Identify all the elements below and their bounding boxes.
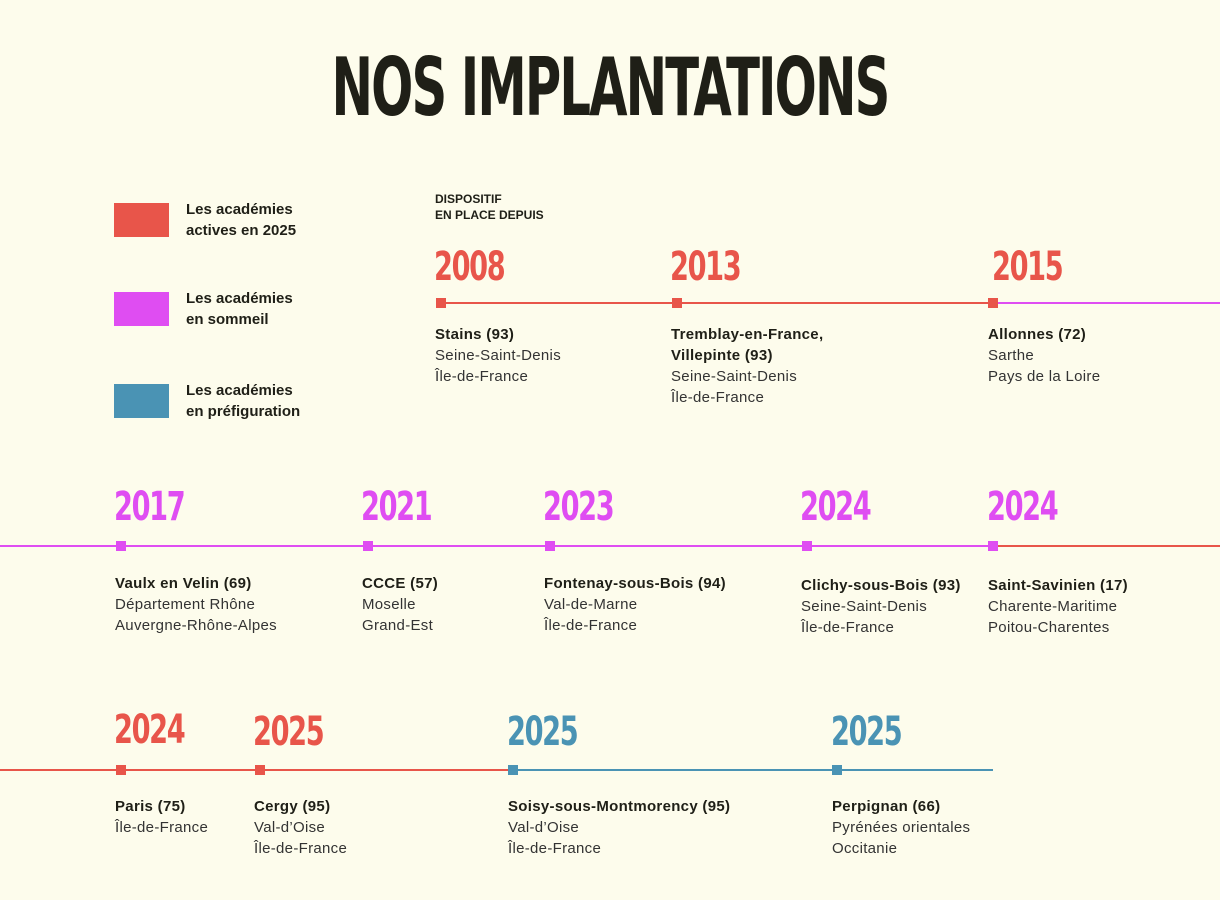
timeline-place: Perpignan (66) Pyrénées orientales Occit… bbox=[832, 796, 1032, 859]
place-name: Fontenay-sous-Bois (94) bbox=[544, 575, 726, 592]
place-name: Cergy (95) bbox=[254, 798, 331, 815]
legend-label-line: en préfiguration bbox=[186, 403, 301, 420]
legend-swatch-sommeil bbox=[114, 292, 169, 326]
timeline-line-row1-sommeil bbox=[993, 302, 1220, 304]
legend-label-line: Les académies bbox=[186, 290, 293, 307]
legend-label-line: Les académies bbox=[186, 201, 293, 218]
place-name: Allonnes (72) bbox=[988, 326, 1087, 343]
timeline-place: Allonnes (72) Sarthe Pays de la Loire bbox=[988, 324, 1208, 387]
place-detail: Seine-Saint-Denis bbox=[435, 347, 561, 364]
place-detail: Île-de-France bbox=[115, 819, 209, 836]
timeline-place: Saint-Savinien (17) Charente-Maritime Po… bbox=[988, 575, 1208, 638]
place-detail: Poitou-Charentes bbox=[988, 619, 1110, 636]
place-detail: Charente-Maritime bbox=[988, 598, 1118, 615]
legend-label-active: Les académies actives en 2025 bbox=[186, 199, 366, 241]
place-detail: Seine-Saint-Denis bbox=[671, 368, 797, 385]
timeline-place: CCCE (57) Moselle Grand-Est bbox=[362, 573, 522, 636]
timeline-line-row1-active bbox=[440, 302, 993, 304]
place-name: Perpignan (66) bbox=[832, 798, 941, 815]
timeline-year: 2021 bbox=[361, 484, 433, 530]
dispositif-line: EN PLACE DEPUIS bbox=[435, 208, 544, 222]
timeline-marker bbox=[988, 298, 998, 308]
place-detail: Île-de-France bbox=[254, 840, 348, 857]
place-detail: Île-de-France bbox=[508, 840, 602, 857]
timeline-marker bbox=[508, 765, 518, 775]
timeline-marker bbox=[672, 298, 682, 308]
timeline-year: 2015 bbox=[992, 244, 1064, 290]
timeline-year: 2024 bbox=[800, 484, 872, 530]
timeline-line-row2-active bbox=[993, 545, 1220, 547]
timeline-year: 2025 bbox=[831, 709, 903, 755]
place-detail: Île-de-France bbox=[435, 368, 529, 385]
timeline-year: 2024 bbox=[114, 707, 186, 753]
timeline-marker bbox=[255, 765, 265, 775]
timeline-marker bbox=[988, 541, 998, 551]
timeline-marker bbox=[363, 541, 373, 551]
timeline-marker bbox=[545, 541, 555, 551]
place-name: Stains (93) bbox=[435, 326, 515, 343]
timeline-place: Clichy-sous-Bois (93) Seine-Saint-Denis … bbox=[801, 575, 971, 638]
legend-label-line: Les académies bbox=[186, 382, 293, 399]
place-detail: Moselle bbox=[362, 596, 416, 613]
place-detail: Auvergne-Rhône-Alpes bbox=[115, 617, 277, 634]
place-name: Tremblay-en-France, Villepinte (93) bbox=[671, 326, 824, 364]
timeline-place: Fontenay-sous-Bois (94) Val-de-Marne Île… bbox=[544, 573, 784, 636]
timeline-marker bbox=[802, 541, 812, 551]
dispositif-line: DISPOSITIF bbox=[435, 192, 502, 206]
timeline-place: Paris (75) Île-de-France bbox=[115, 796, 245, 838]
legend-label-sommeil: Les académies en sommeil bbox=[186, 288, 366, 330]
timeline-year: 2008 bbox=[434, 244, 506, 290]
page-title: NOS IMPLANTATIONS bbox=[331, 41, 891, 134]
timeline-year: 2017 bbox=[114, 484, 186, 530]
place-detail: Pays de la Loire bbox=[988, 368, 1101, 385]
timeline-place: Cergy (95) Val-d’Oise Île-de-France bbox=[254, 796, 454, 859]
legend-swatch-active bbox=[114, 203, 169, 237]
place-detail: Val-de-Marne bbox=[544, 596, 638, 613]
place-name: Clichy-sous-Bois (93) bbox=[801, 577, 961, 594]
place-detail: Pyrénées orientales bbox=[832, 819, 971, 836]
dispositif-label: DISPOSITIF EN PLACE DEPUIS bbox=[435, 191, 544, 223]
timeline-line-row3-prefiguration bbox=[513, 769, 993, 771]
timeline-marker bbox=[436, 298, 446, 308]
place-detail: Île-de-France bbox=[671, 389, 765, 406]
timeline-place: Soisy-sous-Montmorency (95) Val-d’Oise Î… bbox=[508, 796, 788, 859]
legend-swatch-prefiguration bbox=[114, 384, 169, 418]
place-detail: Île-de-France bbox=[544, 617, 638, 634]
place-detail: Grand-Est bbox=[362, 617, 434, 634]
timeline-year: 2024 bbox=[987, 484, 1059, 530]
timeline-marker bbox=[116, 541, 126, 551]
timeline-year: 2025 bbox=[253, 709, 325, 755]
place-detail: Île-de-France bbox=[801, 619, 895, 636]
legend-label-prefiguration: Les académies en préfiguration bbox=[186, 380, 366, 422]
timeline-year: 2013 bbox=[670, 244, 742, 290]
timeline-marker bbox=[116, 765, 126, 775]
place-detail: Seine-Saint-Denis bbox=[801, 598, 927, 615]
timeline-place: Vaulx en Velin (69) Département Rhône Au… bbox=[115, 573, 345, 636]
timeline-place: Stains (93) Seine-Saint-Denis Île-de-Fra… bbox=[435, 324, 655, 387]
timeline-year: 2025 bbox=[507, 709, 579, 755]
place-detail: Val-d’Oise bbox=[254, 819, 326, 836]
place-name: Saint-Savinien (17) bbox=[988, 577, 1128, 594]
place-detail: Occitanie bbox=[832, 840, 898, 857]
place-detail: Département Rhône bbox=[115, 596, 256, 613]
place-name: Soisy-sous-Montmorency (95) bbox=[508, 798, 731, 815]
place-detail: Val-d’Oise bbox=[508, 819, 580, 836]
timeline-year: 2023 bbox=[543, 484, 615, 530]
legend-label-line: actives en 2025 bbox=[186, 222, 297, 239]
place-name: CCCE (57) bbox=[362, 575, 439, 592]
place-name: Paris (75) bbox=[115, 798, 186, 815]
timeline-marker bbox=[832, 765, 842, 775]
place-detail: Sarthe bbox=[988, 347, 1034, 364]
place-name: Vaulx en Velin (69) bbox=[115, 575, 252, 592]
legend-label-line: en sommeil bbox=[186, 311, 269, 328]
timeline-place: Tremblay-en-France, Villepinte (93) Sein… bbox=[671, 324, 861, 408]
timeline-line-row2-sommeil bbox=[0, 545, 993, 547]
